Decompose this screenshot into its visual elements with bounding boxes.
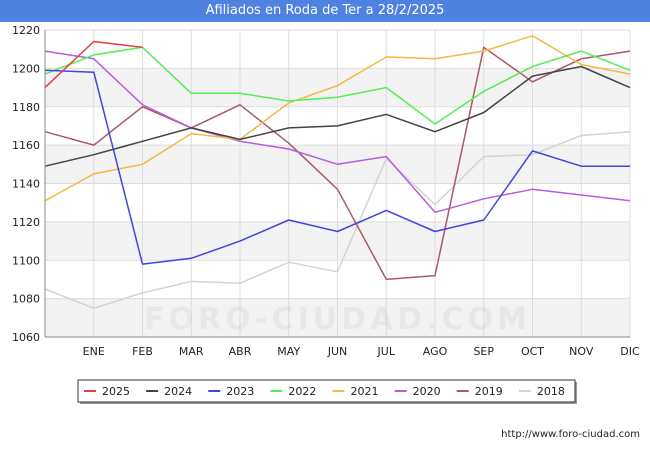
legend-box xyxy=(77,379,576,403)
x-tick-label: MAY xyxy=(277,345,300,358)
series-line-2019 xyxy=(44,46,631,281)
series-line-2025 xyxy=(44,40,143,89)
grid-lines xyxy=(45,29,631,338)
footer-url: http://www.foro-ciudad.com xyxy=(501,429,640,440)
y-tick-label: 1060 xyxy=(12,331,40,344)
x-tick-label: OCT xyxy=(521,345,544,358)
x-tick-label: DIC xyxy=(620,345,640,358)
series-line-2023 xyxy=(44,69,630,265)
y-tick-label: 1160 xyxy=(12,139,40,152)
watermark: FORO-CIUDAD.COM xyxy=(144,302,531,337)
x-tick-label: FEB xyxy=(132,345,153,358)
y-tick-label: 1120 xyxy=(12,216,40,229)
y-tick-label: 1080 xyxy=(12,293,40,306)
legend-label-2023: 2023 xyxy=(226,385,254,398)
axes: 1060 1080 1100 1120 1140 1160 1180 1200 1220 ENE F… xyxy=(12,24,640,358)
x-tick-label: JUL xyxy=(377,345,396,358)
legend-label-2021: 2021 xyxy=(351,385,379,398)
y-tick-label: 1140 xyxy=(12,178,40,191)
x-tick-label: JUN xyxy=(327,345,348,358)
chart-title: Afiliados en Roda de Ter a 28/2/2025 xyxy=(0,0,650,22)
x-tick-label: ENE xyxy=(83,345,105,358)
legend: 2025 2024 2023 2022 2021 2020 2019 2018 xyxy=(77,379,577,404)
series-line-2024 xyxy=(44,65,631,167)
legend-label-2022: 2022 xyxy=(288,385,316,398)
series-lines xyxy=(44,35,631,309)
legend-label-2025: 2025 xyxy=(102,385,130,398)
y-tick-label: 1220 xyxy=(12,24,40,37)
legend-label-2020: 2020 xyxy=(413,385,441,398)
watermark-text: FORO-CIUDAD.COM xyxy=(144,302,531,337)
legend-label-2019: 2019 xyxy=(475,385,503,398)
legend-label-2024: 2024 xyxy=(164,385,192,398)
x-tick-label: MAR xyxy=(179,345,204,358)
y-tick-label: 1180 xyxy=(12,101,40,114)
y-tick-label: 1200 xyxy=(12,62,40,75)
y-tick-label: 1100 xyxy=(12,254,40,267)
x-tick-label: AGO xyxy=(423,345,448,358)
x-tick-label: NOV xyxy=(569,345,594,358)
series-line-2018 xyxy=(44,130,631,309)
legend-label-2018: 2018 xyxy=(537,385,565,398)
series-line-2020 xyxy=(44,50,631,214)
x-tick-label: ABR xyxy=(229,345,252,358)
series-line-2021 xyxy=(44,35,631,202)
x-tick-label: SEP xyxy=(473,345,494,358)
